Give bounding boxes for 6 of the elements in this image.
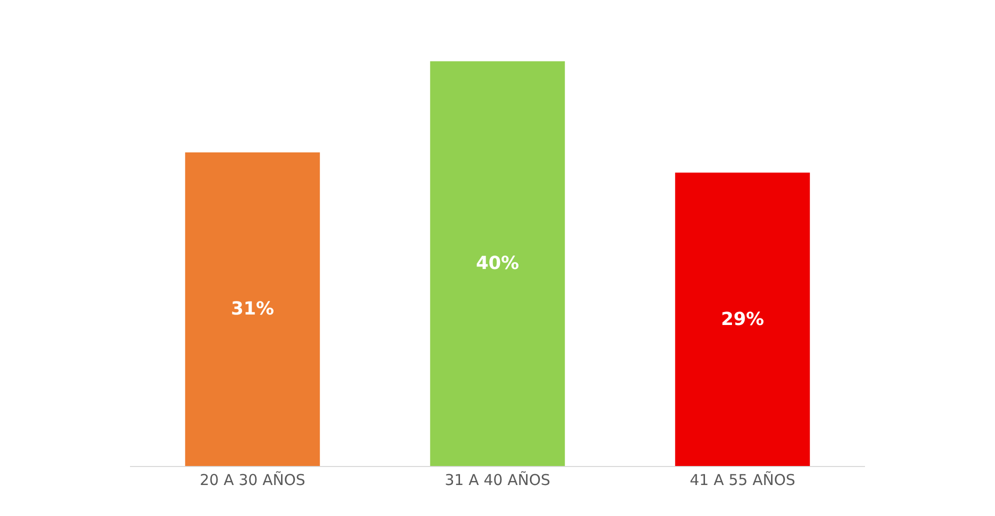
x-tick-label: 31 A 40 AÑOS <box>444 471 550 489</box>
data-label: 40% <box>476 253 520 274</box>
x-tick-label: 20 A 30 AÑOS <box>200 471 306 489</box>
x-tick-label: 41 A 55 AÑOS <box>690 471 796 489</box>
data-label: 31% <box>230 298 274 320</box>
data-label: 29% <box>720 308 764 330</box>
